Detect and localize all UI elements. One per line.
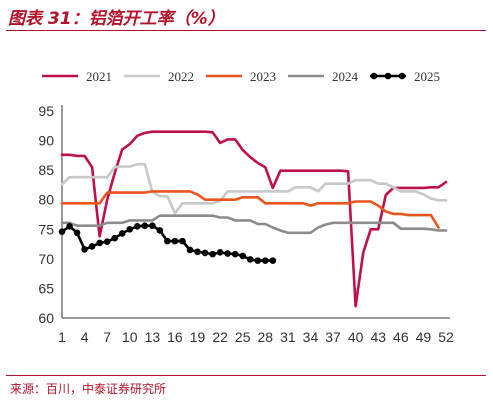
legend-label: 2021 [86, 69, 112, 84]
data-point [209, 250, 216, 258]
x-tick-label: 4 [81, 329, 89, 345]
data-point [141, 222, 149, 230]
data-point [194, 248, 201, 256]
chart-title: 图表 31：铝箔开工率（%） [8, 9, 225, 29]
title-rule [6, 30, 486, 31]
x-tick-label: 40 [348, 329, 364, 345]
y-tick-label: 95 [38, 103, 54, 119]
legend-item-2023: 2023 [206, 69, 276, 84]
series-2025 [58, 222, 277, 264]
data-point [201, 249, 209, 257]
legend-marker [370, 72, 378, 80]
data-point [224, 250, 231, 257]
legend-label: 2022 [168, 69, 194, 84]
chart-axes [61, 105, 450, 319]
legend-label: 2025 [414, 69, 440, 84]
data-point [88, 243, 96, 250]
y-tick-label: 75 [38, 221, 54, 237]
x-tick-label: 31 [280, 329, 296, 345]
legend-marker [398, 72, 406, 80]
data-point [231, 250, 239, 258]
data-point [216, 249, 224, 256]
x-tick-label: 49 [416, 329, 432, 345]
legend-item-2021: 2021 [42, 69, 112, 84]
x-tick-label: 34 [303, 329, 319, 345]
data-point [66, 223, 73, 230]
x-tick-label: 7 [103, 329, 111, 345]
data-point [269, 257, 277, 264]
x-tick-label: 37 [325, 329, 341, 345]
data-point [261, 257, 269, 264]
y-tick-label: 90 [38, 133, 54, 149]
data-point [111, 234, 119, 242]
data-point [179, 237, 186, 245]
x-tick-label: 28 [258, 329, 274, 345]
data-point [73, 229, 81, 237]
series-2022 [60, 162, 448, 215]
legend-label: 2023 [250, 69, 276, 84]
data-point [96, 239, 103, 247]
series-line-2021 [60, 130, 448, 308]
x-tick-label: 13 [145, 329, 161, 345]
data-point [239, 252, 247, 260]
series-2024 [60, 214, 448, 235]
source-note: 来源：百川，中泰证券研究所 [10, 382, 167, 396]
legend-item-2024: 2024 [288, 69, 359, 84]
x-tick-label: 10 [122, 329, 138, 345]
data-point [81, 246, 88, 253]
series-2021 [60, 130, 448, 308]
x-tick-label: 43 [370, 329, 386, 345]
x-tick-label: 1 [58, 329, 66, 345]
x-tick-label: 25 [235, 329, 251, 345]
series-lines [58, 130, 448, 308]
data-point [118, 230, 126, 237]
data-point [126, 225, 134, 233]
legend-item-2025: 2025 [370, 69, 440, 84]
data-point [164, 237, 171, 245]
legend-item-2022: 2022 [124, 69, 194, 84]
data-point [246, 256, 254, 263]
series-2023 [60, 190, 440, 229]
y-tick-label: 70 [38, 251, 54, 267]
data-point [156, 227, 164, 234]
source-rule [6, 375, 486, 376]
series-line-2023 [60, 190, 440, 229]
x-tick-label: 19 [190, 329, 206, 345]
data-point [133, 223, 141, 230]
data-point [103, 238, 111, 246]
data-point [171, 237, 179, 245]
series-line-2024 [60, 214, 448, 235]
x-tick-label: 16 [167, 329, 183, 345]
series-line-2022 [60, 162, 448, 215]
y-tick-label: 85 [38, 162, 54, 178]
y-tick-label: 80 [38, 192, 54, 208]
data-point [149, 222, 156, 230]
tick-labels: 60 65 70 75 80 85 90 95 1 4 7 10 13 16 19 22 25 28 31 34 37 4… [38, 103, 454, 345]
data-point [58, 228, 66, 235]
data-point [254, 257, 262, 264]
legend-label: 2024 [332, 69, 359, 84]
legend-marker [384, 72, 392, 80]
x-tick-label: 46 [393, 329, 409, 345]
chart-legend: 2021 2022 2023 2024 2025 [42, 69, 440, 84]
x-tick-label: 22 [212, 329, 228, 345]
y-tick-label: 65 [38, 280, 54, 296]
y-tick-label: 60 [38, 310, 54, 326]
x-tick-label: 52 [438, 329, 454, 345]
data-point [186, 246, 194, 254]
